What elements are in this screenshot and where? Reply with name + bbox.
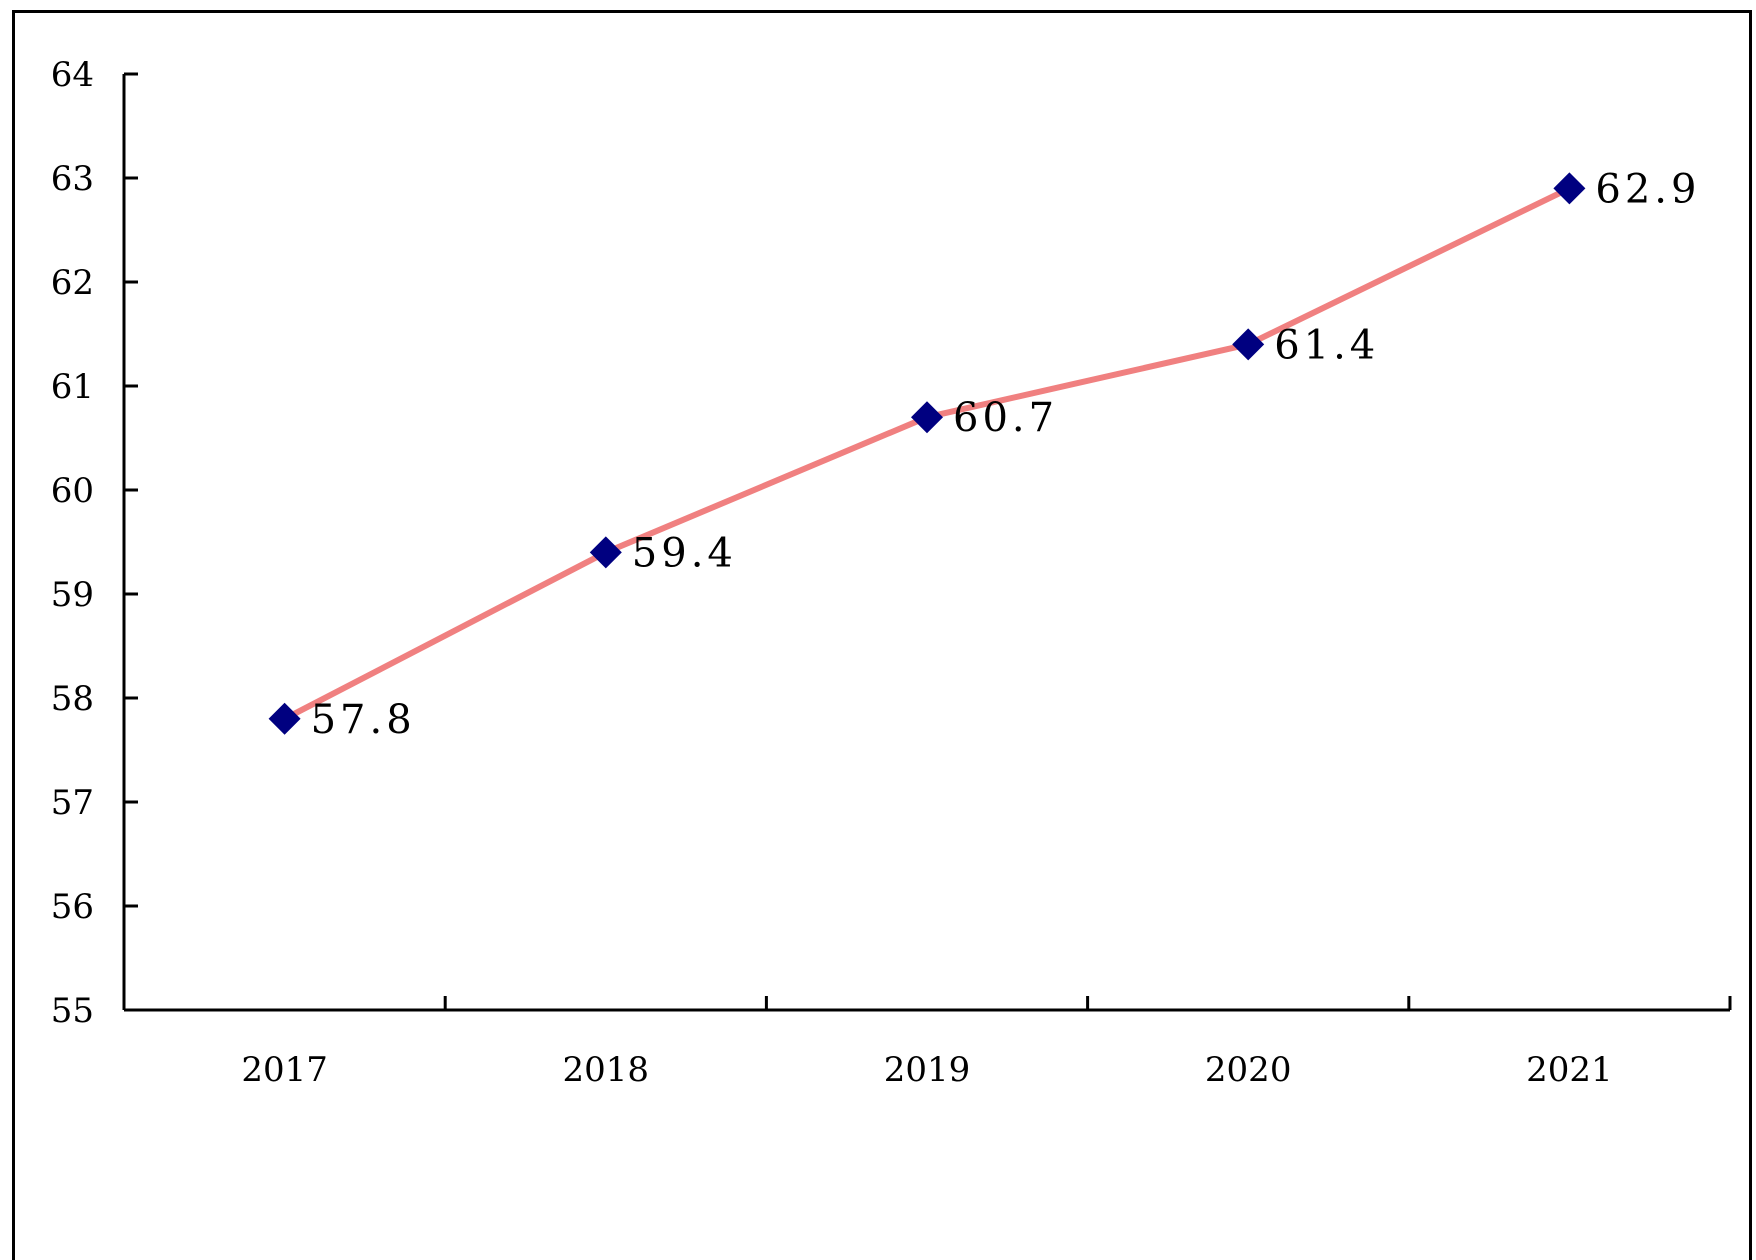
data-label: 60.7	[953, 395, 1058, 441]
x-tick-label: 2021	[1526, 1050, 1613, 1090]
data-label: 61.4	[1274, 322, 1379, 368]
x-tick-label: 2017	[241, 1050, 328, 1090]
data-label: 62.9	[1595, 166, 1700, 212]
x-axis: 2017 2018 2019 2020 2021	[124, 996, 1732, 1090]
chart-frame	[12, 10, 1752, 1260]
data-point-marker	[589, 536, 622, 569]
y-tick-label: 56	[51, 887, 94, 927]
y-tick-label: 64	[51, 55, 94, 95]
series	[281, 185, 1573, 722]
y-tick-label: 57	[51, 783, 94, 823]
data-point-marker	[268, 702, 301, 735]
y-axis: 55 56 57 58 59 60 61 62 63 64	[51, 55, 138, 1031]
data-labels: 57.8 59.4 60.7 61.4 62.9	[311, 166, 1700, 743]
y-tick-label: 63	[51, 159, 94, 199]
x-tick-label: 2020	[1205, 1050, 1292, 1090]
data-label: 57.8	[311, 697, 416, 743]
series-line	[281, 185, 1573, 722]
x-tick-label: 2019	[884, 1050, 971, 1090]
y-tick-label: 55	[51, 991, 94, 1031]
data-point-marker	[1232, 328, 1265, 361]
data-point-marker	[1553, 172, 1586, 205]
y-tick-label: 58	[51, 679, 94, 719]
y-tick-label: 62	[51, 263, 94, 303]
x-tick-label: 2018	[563, 1050, 650, 1090]
y-tick-label: 59	[51, 575, 94, 615]
data-label: 59.4	[632, 530, 737, 576]
y-tick-label: 61	[51, 367, 94, 407]
y-tick-label: 60	[51, 471, 94, 511]
markers	[268, 172, 1586, 735]
data-point-marker	[911, 401, 943, 434]
